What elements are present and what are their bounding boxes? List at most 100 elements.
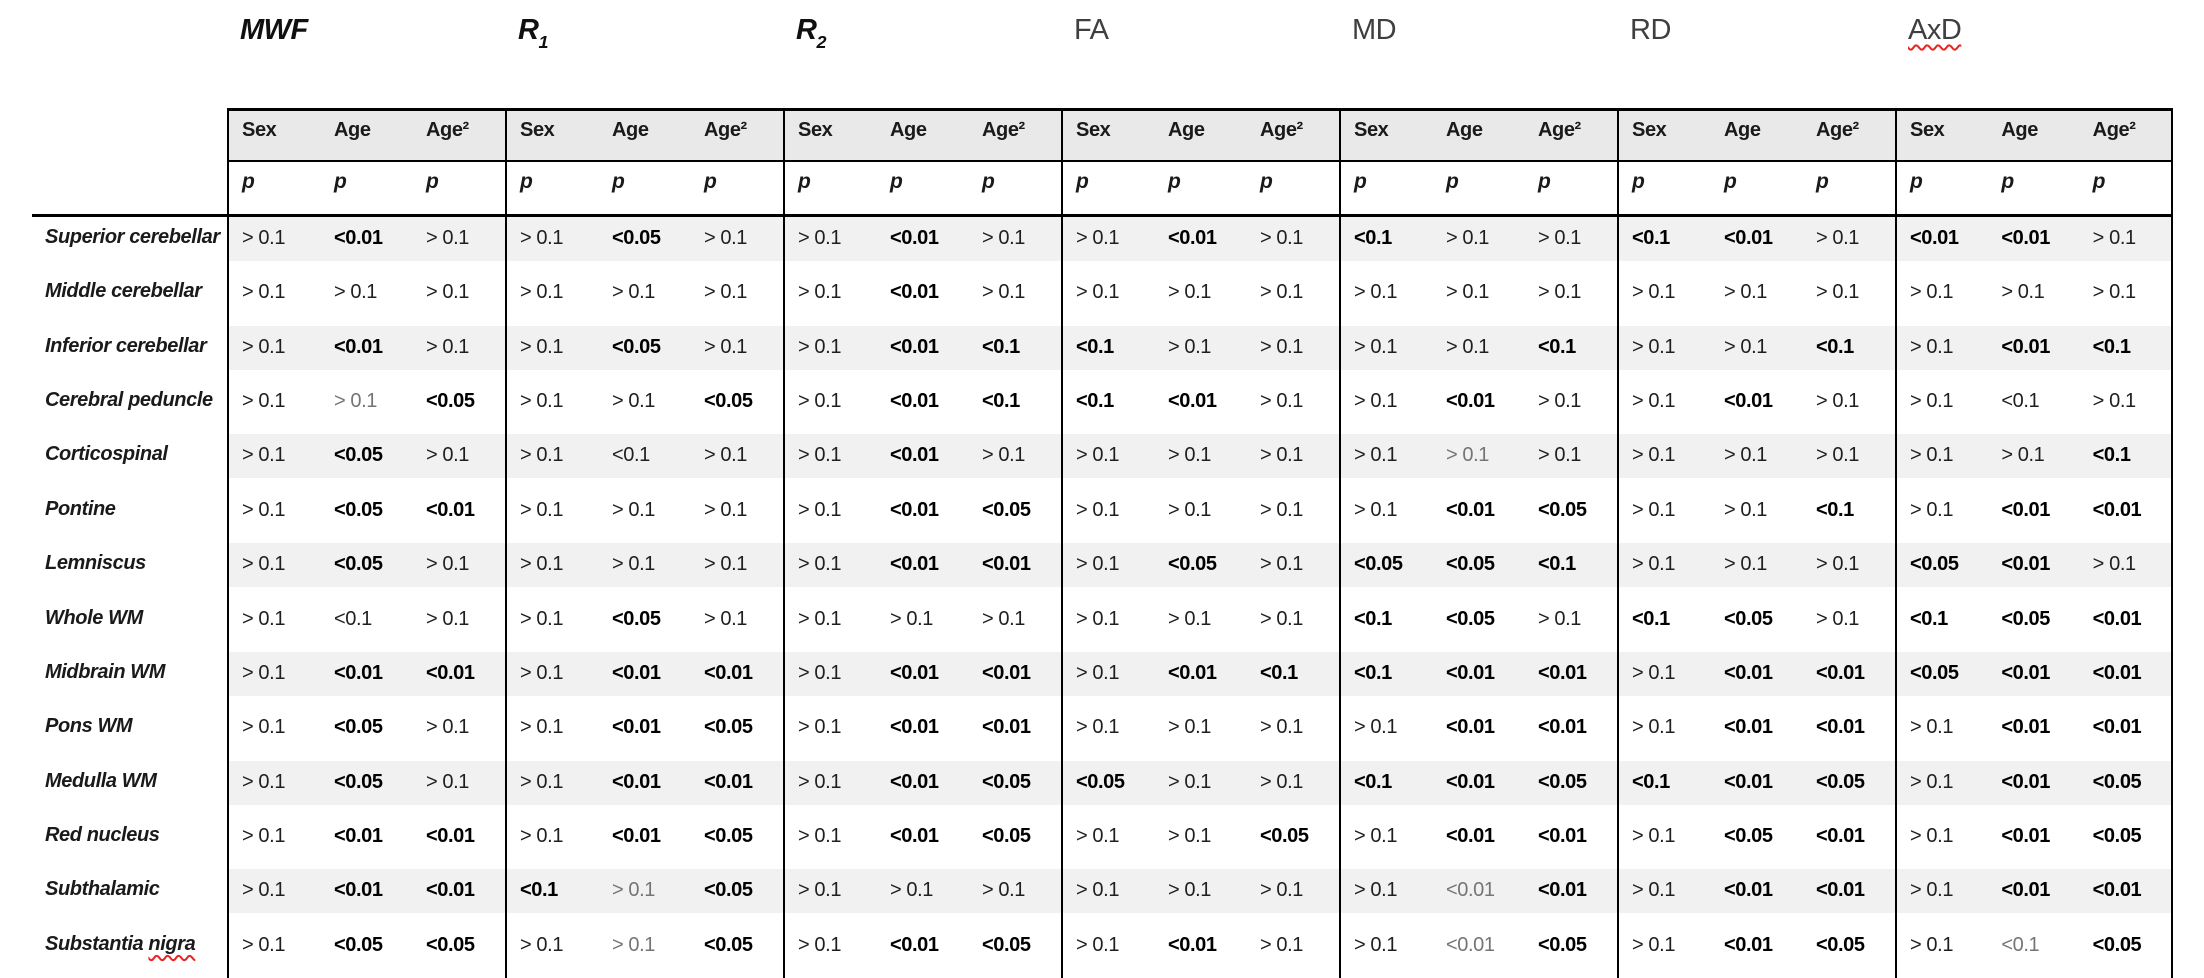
p-value-cell: <0.05 <box>703 879 753 902</box>
p-value-cell: > 0.1 <box>1076 498 1120 521</box>
value-group: > 0.1 > 0.1 > 0.1 <box>1617 543 1895 598</box>
table-row: Medulla WM > 0.1 <0.05 > 0.1 > 0.1 <0.01 <0.01… <box>0 760 2204 815</box>
value-group: <0.1 <0.01 > 0.1 <box>1617 217 1895 272</box>
metric-title-group: R1 <box>505 0 783 108</box>
p-value-cell: <0.01 <box>1537 661 1587 684</box>
value-group: > 0.1 <0.01 > 0.1 <box>1061 923 1339 978</box>
p-value-cell: <0.01 <box>1537 716 1587 739</box>
p-value-cell: <0.05 <box>333 498 383 521</box>
p-value-cell: <0.1 <box>1632 770 1670 793</box>
p-value-cell: <0.01 <box>425 661 475 684</box>
column-header: Age² <box>1815 119 1859 141</box>
value-group: > 0.1 <0.05 <0.01 <box>227 488 505 544</box>
value-group: > 0.1 > 0.1 <0.1 <box>1339 325 1617 381</box>
p-label: p <box>1354 170 1367 193</box>
p-value-cell: > 0.1 <box>1076 444 1120 467</box>
left-margin <box>0 815 32 869</box>
p-value-cell: <0.1 <box>1632 607 1670 630</box>
p-value-cell: > 0.1 <box>1910 879 1954 902</box>
p-value-cell: > 0.1 <box>1445 335 1490 358</box>
p-value-cell: > 0.1 <box>242 661 286 684</box>
table-row: Subthalamic > 0.1 <0.01 <0.01 <0.1 > 0.1 <0.05… <box>0 869 2204 924</box>
value-group: > 0.1 <0.01 <0.1 <box>1895 325 2173 381</box>
p-value-cell: > 0.1 <box>1537 227 1582 249</box>
p-value-cell: > 0.1 <box>1167 607 1212 630</box>
value-group: > 0.1 > 0.1 > 0.1 <box>1895 271 2173 326</box>
left-margin <box>0 869 32 923</box>
p-value-cell: > 0.1 <box>1537 607 1582 630</box>
p-value-cell: <0.01 <box>1445 390 1495 413</box>
p-value-cell: > 0.1 <box>1537 281 1582 304</box>
p-value-cell: > 0.1 <box>798 444 842 467</box>
p-value-cell: > 0.1 <box>611 281 656 304</box>
p-value-cell: > 0.1 <box>333 390 378 413</box>
metric-title: AxD <box>1895 0 1962 108</box>
metric-groups: > 0.1 <0.01 > 0.1 > 0.1 <0.05 > 0.1 > 0.1 <0.01… <box>227 325 2173 381</box>
p-value-cell: > 0.1 <box>1259 607 1304 630</box>
metric-title-text: R1 <box>518 14 548 53</box>
p-value-cell: <0.01 <box>703 661 753 684</box>
p-value-cell: > 0.1 <box>1632 879 1676 902</box>
p-value-cell: > 0.1 <box>242 335 286 358</box>
metric-title-text: FA <box>1074 14 1109 46</box>
p-value-cell: <0.05 <box>425 933 475 956</box>
value-group: > 0.1 <0.01 <0.01 <box>227 869 505 924</box>
p-value-cell: > 0.1 <box>425 335 470 358</box>
p-value-cell: <0.05 <box>703 390 753 413</box>
p-value-cell: > 0.1 <box>611 553 656 576</box>
p-value-cell: > 0.1 <box>798 879 842 902</box>
left-margin <box>0 434 32 488</box>
column-headers-row: Sex Age Age² Sex Age Age² Sex Age Age² Sex Age Age²… <box>0 108 2204 162</box>
p-value-cell: <0.05 <box>2092 824 2142 847</box>
p-label: p <box>1910 170 1923 193</box>
row-label-header <box>32 108 227 162</box>
p-value-cell: > 0.1 <box>1354 498 1398 521</box>
header-group: Sex Age Age² <box>1617 111 1895 160</box>
p-value-cell: <0.1 <box>1076 335 1114 358</box>
p-value-cell: > 0.1 <box>520 661 564 684</box>
metric-groups: > 0.1 <0.01 <0.01 > 0.1 <0.01 <0.01 > 0.1 <0.01… <box>227 651 2173 707</box>
p-value-cell: > 0.1 <box>1076 716 1120 739</box>
p-value-cell: > 0.1 <box>1167 498 1212 521</box>
p-value-cell: <0.01 <box>1167 661 1217 684</box>
metric-title-group: MD <box>1339 0 1617 108</box>
table-row: Cerebral peduncle > 0.1 > 0.1 <0.05 > 0.1 > 0… <box>0 380 2204 435</box>
p-value-cell: <0.01 <box>611 770 661 793</box>
left-margin <box>0 271 32 325</box>
metric-title: R2 <box>783 0 826 108</box>
p-value-cell: <0.01 <box>1723 770 1773 793</box>
p-value-cell: > 0.1 <box>1632 390 1676 413</box>
p-value-cell: > 0.1 <box>520 498 564 521</box>
p-value-cell: > 0.1 <box>1632 281 1676 304</box>
metric-title: R1 <box>505 0 548 108</box>
value-group: > 0.1 <0.05 > 0.1 <box>505 325 783 381</box>
header-group: Sex Age Age² <box>1895 111 2173 160</box>
p-value-cell: > 0.1 <box>1632 335 1676 358</box>
p-value-cell: > 0.1 <box>1076 281 1120 304</box>
metric-title-group: R2 <box>783 0 1061 108</box>
p-value-cell: > 0.1 <box>1815 227 1860 249</box>
column-header: Age <box>1445 119 1483 141</box>
p-value-cell: > 0.1 <box>611 498 656 521</box>
p-value-cell: > 0.1 <box>1910 498 1954 521</box>
p-value-cell: > 0.1 <box>2092 553 2136 576</box>
p-value-cell: > 0.1 <box>1354 716 1398 739</box>
p-value-cell: > 0.1 <box>1632 933 1676 956</box>
column-header: Age <box>1723 119 1761 141</box>
p-value-cell: <0.01 <box>611 824 661 847</box>
value-group: > 0.1 > 0.1 <0.1 <box>1617 488 1895 544</box>
p-value-cell: > 0.1 <box>798 335 842 358</box>
p-value-cell: > 0.1 <box>520 553 564 576</box>
p-value-cell: > 0.1 <box>242 553 286 576</box>
p-value-cell: <0.01 <box>2001 335 2050 358</box>
p-value-cell: <0.05 <box>1910 553 1959 576</box>
p-value-cell: <0.01 <box>1537 824 1587 847</box>
p-value-cell: <0.1 <box>1910 607 1948 630</box>
column-header: Age² <box>981 119 1025 141</box>
value-group: <0.1 > 0.1 > 0.1 <box>1061 325 1339 381</box>
p-value-cell: <0.01 <box>1167 390 1217 413</box>
table-row: Substantia nigra > 0.1 <0.05 <0.05 > 0.1 > 0.… <box>0 923 2204 978</box>
value-group: <0.05 > 0.1 > 0.1 <box>1061 760 1339 815</box>
p-value-cell: > 0.1 <box>1632 716 1676 739</box>
p-value-cell: > 0.1 <box>1167 335 1212 358</box>
